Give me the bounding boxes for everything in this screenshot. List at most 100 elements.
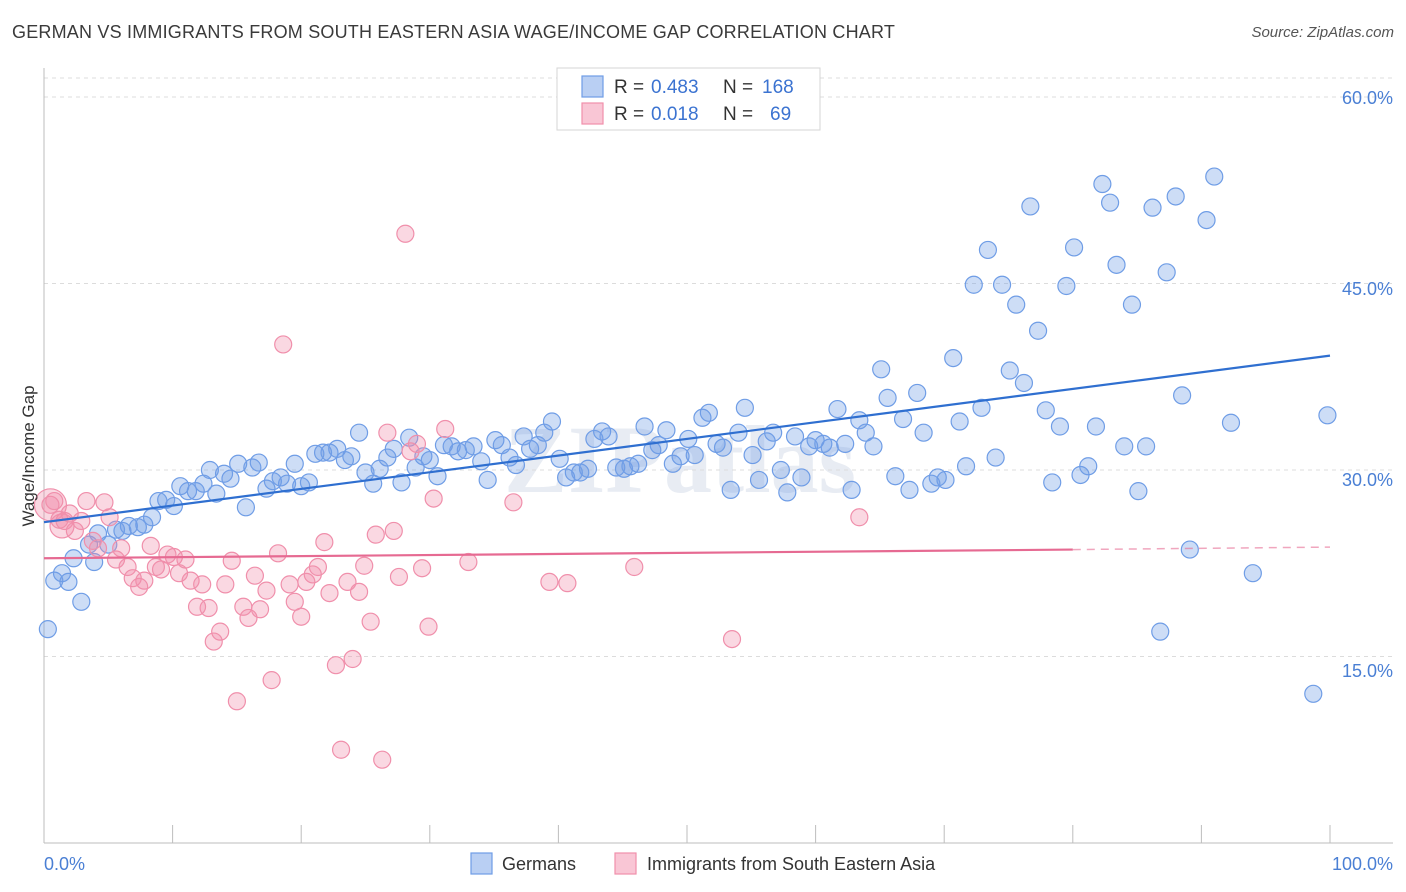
- immigrants-point-30: [211, 622, 230, 641]
- bottom-legend: Germans Immigrants from South Eastern As…: [470, 852, 936, 875]
- germans-point-96: [721, 480, 740, 499]
- germans-point-20: [178, 482, 198, 501]
- germans-point-150: [1107, 255, 1126, 274]
- immigrants-point-41: [274, 335, 293, 354]
- immigrants-point-71: [540, 572, 559, 592]
- germans-point-127: [944, 349, 963, 368]
- germans-point-111: [828, 399, 847, 419]
- germans-point-147: [1086, 417, 1106, 436]
- immigrants-point-66: [419, 617, 438, 636]
- immigrants-point-72: [558, 574, 577, 593]
- germans-point-151: [1115, 437, 1134, 456]
- germans-point-83: [629, 454, 648, 473]
- germans-point-131: [972, 398, 991, 417]
- immigrants-point-27: [193, 575, 212, 594]
- immigrants-point-36: [245, 566, 265, 585]
- immigrants-point-large-1: [49, 513, 75, 539]
- legend-r-value-2: 0.018: [651, 104, 699, 125]
- immigrants-point-65: [412, 559, 432, 578]
- germans-point-118: [878, 388, 897, 407]
- germans-point-1: [45, 571, 64, 590]
- germans-point-71: [542, 412, 562, 431]
- legend-n-value-2: 69: [770, 104, 791, 125]
- immigrants-point-58: [373, 750, 392, 769]
- immigrants-point-37: [250, 600, 270, 619]
- germans-point-155: [1143, 198, 1162, 217]
- immigrants-point-59: [378, 423, 397, 442]
- germans-point-159: [1173, 386, 1192, 405]
- germans-point-76: [578, 459, 598, 478]
- legend-n-label-2: N =: [723, 104, 753, 125]
- grid-lines: [44, 77, 1393, 657]
- immigrants-point-61: [389, 567, 409, 587]
- bottom-swatch-germans: [470, 852, 493, 875]
- immigrants-point-9: [88, 539, 108, 558]
- germans-point-95: [713, 438, 733, 457]
- germans-point-146: [1079, 457, 1098, 476]
- germans-point-139: [1028, 321, 1048, 340]
- germans-point-152: [1122, 295, 1142, 314]
- immigrants-point-7: [77, 491, 96, 511]
- germans-point-93: [699, 403, 718, 422]
- immigrants-point-1: [45, 491, 64, 511]
- germans-point-138: [1021, 197, 1040, 216]
- germans-point-26: [221, 469, 240, 488]
- y-tick-45: 45.0%: [1342, 279, 1393, 299]
- germans-point-39: [313, 443, 333, 462]
- germans-point-89: [671, 447, 690, 466]
- germans-point-79: [599, 427, 618, 446]
- immigrants-point-52: [338, 572, 357, 592]
- germans-point-113: [842, 480, 861, 499]
- germans-point-165: [1304, 684, 1323, 703]
- germans-point-143: [1057, 276, 1076, 296]
- germans-point-164: [1243, 564, 1262, 583]
- stats-legend: R = 0.483 N = 168 R = 0.018 N = 69: [556, 67, 821, 131]
- germans-point-160: [1180, 540, 1199, 559]
- immigrants-point-62: [396, 224, 415, 243]
- germans-point-87: [657, 421, 676, 440]
- immigrants-point-45: [297, 572, 316, 592]
- germans-point-5: [72, 592, 91, 611]
- series-immigrants: [33, 224, 869, 769]
- germans-point-153: [1129, 482, 1148, 501]
- immigrants-point-26: [187, 597, 207, 616]
- germans-point-133: [986, 448, 1005, 467]
- immigrants-point-44: [292, 607, 311, 626]
- immigrants-point-49: [320, 583, 339, 603]
- bottom-swatch-immigrants: [614, 852, 637, 875]
- germans-point-123: [914, 423, 933, 442]
- legend-r-label-2: R =: [614, 104, 644, 125]
- germans-point-156: [1151, 622, 1170, 641]
- chart-title: GERMAN VS IMMIGRANTS FROM SOUTH EASTERN …: [12, 22, 896, 42]
- immigrants-point-64: [407, 434, 427, 453]
- immigrants-point-6: [72, 511, 91, 531]
- germans-point-166: [1318, 406, 1337, 425]
- germans-point-132: [978, 240, 998, 260]
- germans-point-135: [1000, 361, 1019, 380]
- germans-point-44: [349, 423, 369, 442]
- germans-point-120: [893, 409, 913, 429]
- germans-point-62: [478, 470, 497, 490]
- germans-point-27: [229, 454, 248, 473]
- germans-point-163: [1221, 413, 1241, 432]
- germans-point-54: [420, 450, 439, 470]
- immigrants-point-67: [424, 489, 443, 508]
- immigrants-point-39: [262, 671, 281, 690]
- germans-point-88: [663, 454, 682, 473]
- legend-r-label-1: R =: [614, 77, 644, 98]
- y-tick-15: 15.0%: [1342, 661, 1393, 681]
- y-axis-label: Wage/Income Gap: [19, 385, 38, 526]
- y-tick-60: 60.0%: [1342, 88, 1393, 108]
- immigrants-point-55: [355, 556, 374, 575]
- immigrants-point-31: [216, 575, 235, 594]
- germans-point-142: [1050, 417, 1070, 436]
- germans-point-128: [950, 412, 969, 431]
- immigrants-point-25: [181, 571, 200, 590]
- immigrants-point-68: [436, 419, 455, 439]
- germans-point-91: [685, 445, 704, 465]
- immigrants-point-70: [504, 493, 523, 512]
- immigrants-point-33: [227, 692, 246, 711]
- germans-point-117: [872, 360, 891, 379]
- legend-n-value-1: 168: [762, 77, 794, 98]
